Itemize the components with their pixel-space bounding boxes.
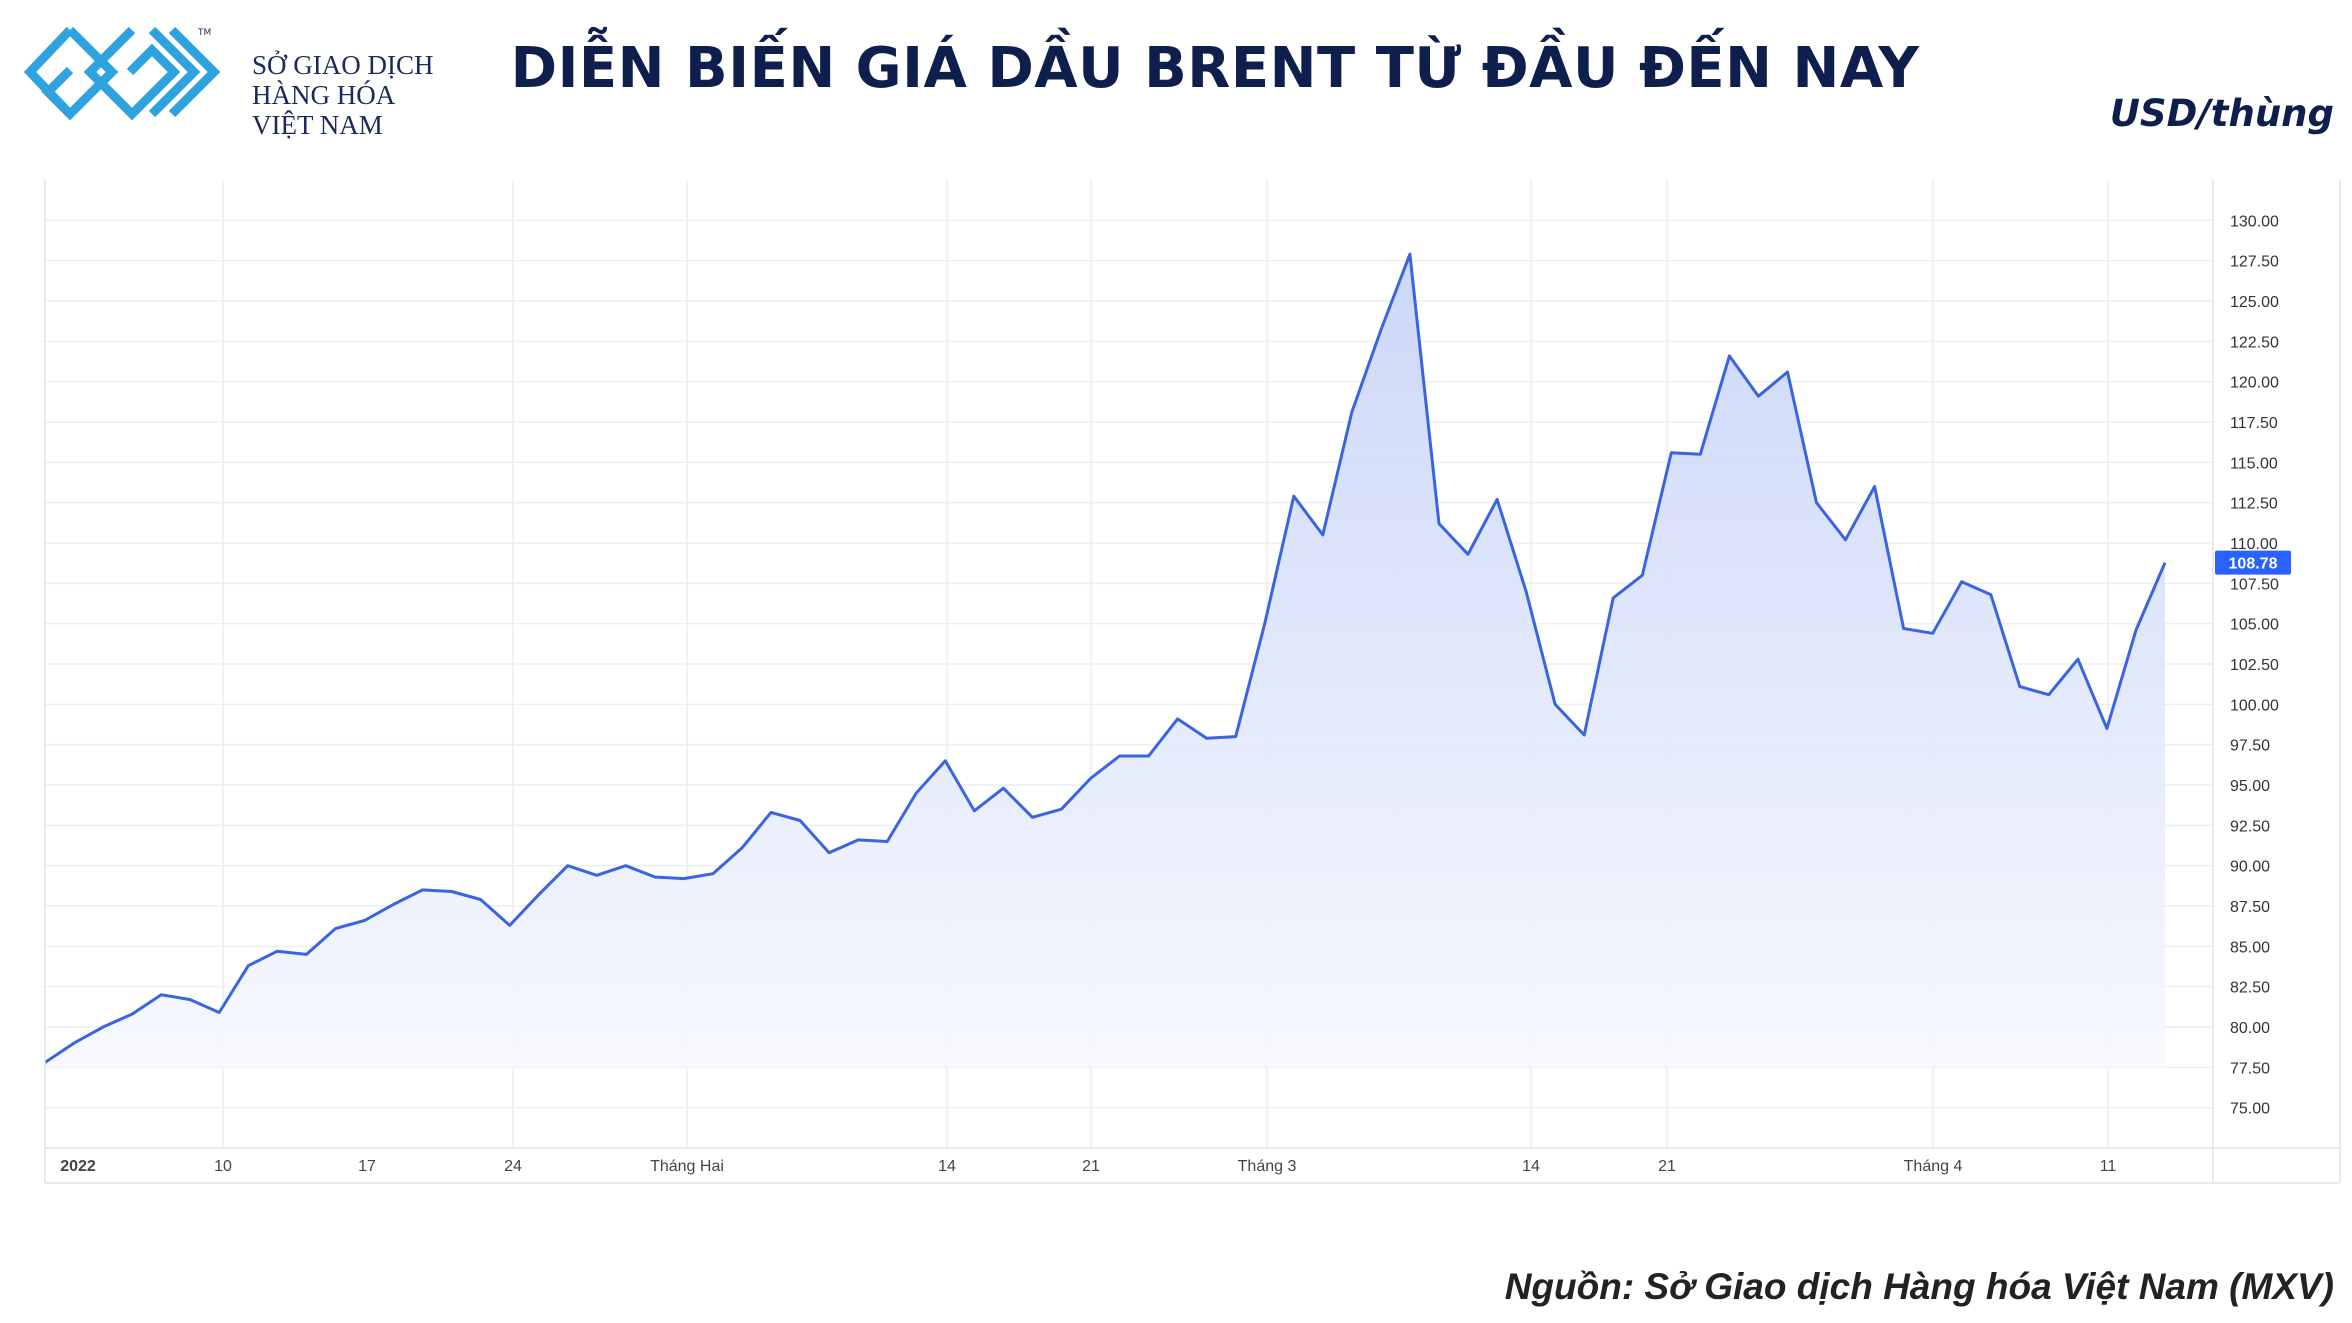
- y-tick-label: 95.00: [2230, 778, 2270, 795]
- y-tick-label: 127.50: [2230, 254, 2279, 271]
- x-tick-label: 2022: [60, 1158, 96, 1175]
- y-tick-label: 80.00: [2230, 1020, 2270, 1037]
- unit-label: USD/thùng: [2109, 92, 2334, 135]
- y-tick-label: 107.50: [2230, 576, 2279, 593]
- logo-text: SỞ GIAO DỊCH HÀNG HÓA VIỆT NAM: [252, 50, 434, 140]
- last-value-label: 108.78: [2229, 556, 2278, 573]
- logo-line-2: HÀNG HÓA: [252, 80, 396, 110]
- y-tick-label: 112.50: [2230, 496, 2278, 513]
- y-tick-label: 102.50: [2230, 657, 2279, 674]
- y-tick-label: 115.00: [2230, 455, 2278, 472]
- y-tick-label: 87.50: [2230, 899, 2270, 916]
- x-tick-label: 21: [1082, 1158, 1100, 1175]
- logo-line-1: SỞ GIAO DỊCH: [252, 50, 434, 80]
- y-tick-label: 125.00: [2230, 294, 2279, 311]
- logo-mark-icon: [23, 26, 221, 121]
- y-tick-label: 120.00: [2230, 375, 2279, 392]
- y-tick-label: 117.50: [2230, 415, 2278, 432]
- x-tick-label: Tháng 3: [1238, 1158, 1297, 1175]
- x-tick-label: 14: [938, 1158, 956, 1175]
- x-tick-label: 17: [358, 1158, 376, 1175]
- y-tick-label: 92.50: [2230, 818, 2270, 835]
- x-tick-label: 14: [1522, 1158, 1540, 1175]
- y-tick-label: 110.00: [2230, 536, 2278, 553]
- x-tick-label: 11: [2100, 1158, 2117, 1175]
- y-tick-label: 75.00: [2230, 1101, 2270, 1118]
- y-tick-label: 100.00: [2230, 697, 2279, 714]
- y-tick-label: 97.50: [2230, 738, 2270, 755]
- x-tick-label: 24: [504, 1158, 522, 1175]
- x-tick-label: 21: [1658, 1158, 1676, 1175]
- y-tick-label: 130.00: [2230, 213, 2279, 230]
- x-tick-label: Tháng Hai: [650, 1158, 724, 1175]
- y-tick-label: 85.00: [2230, 939, 2270, 956]
- y-tick-label: 82.50: [2230, 980, 2270, 997]
- y-tick-label: 77.50: [2230, 1060, 2270, 1077]
- y-tick-label: 105.00: [2230, 617, 2279, 634]
- logo: TM SỞ GIAO DỊCH HÀNG HÓA VIỆT NAM: [22, 22, 434, 140]
- price-line: [44, 252, 2167, 1064]
- last-value-badge: [2215, 550, 2291, 575]
- logo-line-3: VIỆT NAM: [252, 110, 383, 140]
- x-tick-label: Tháng 4: [1904, 1158, 1963, 1175]
- chart-title: DIỄN BIẾN GIÁ DẦU BRENT TỪ ĐẦU ĐẾN NAY: [510, 36, 1920, 101]
- source-note: Nguồn: Sở Giao dịch Hàng hóa Việt Nam (M…: [1504, 1266, 2334, 1307]
- price-area: [45, 254, 2165, 1068]
- y-tick-label: 90.00: [2230, 859, 2270, 876]
- y-tick-label: 122.50: [2230, 334, 2279, 351]
- x-tick-label: 10: [214, 1158, 232, 1175]
- trademark-mark: TM: [198, 28, 212, 38]
